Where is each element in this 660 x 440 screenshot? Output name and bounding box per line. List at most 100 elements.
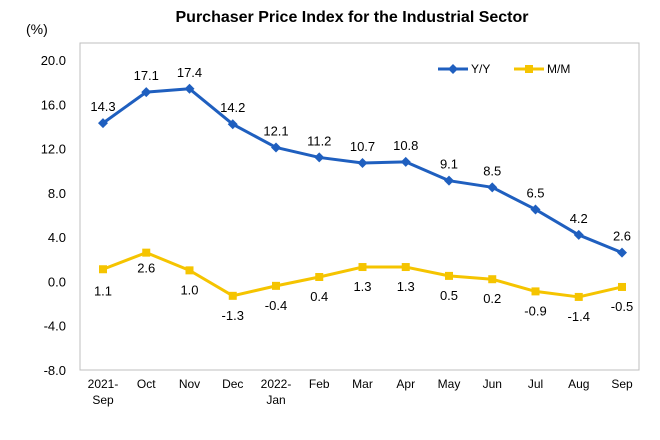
y-tick-label: 4.0 <box>48 230 66 245</box>
y-tick-label: 16.0 <box>41 97 66 112</box>
data-labels: 14.3 17.1 17.4 14.2 12.1 11.2 10.7 10.8 9.1 8.5 6.… <box>90 65 633 324</box>
data-point-marker <box>184 83 195 94</box>
x-tick-line: Jan <box>266 393 285 407</box>
data-point-marker <box>617 247 627 258</box>
y-tick-label: 8.0 <box>48 186 66 201</box>
data-label: 4.2 <box>570 211 588 226</box>
data-label: -0.9 <box>524 303 546 318</box>
y-tick-label: -8.0 <box>44 363 66 378</box>
data-point-marker <box>400 156 411 167</box>
data-label: -0.4 <box>265 298 287 313</box>
data-label: 9.1 <box>440 157 458 172</box>
data-label: 1.3 <box>353 279 371 294</box>
x-tick-label: Jun <box>483 377 502 391</box>
x-tick-label: 2022- Jan <box>261 377 292 407</box>
x-tick-label: Dec <box>222 377 243 391</box>
x-tick-line: 2022- <box>261 377 292 391</box>
data-point-marker <box>531 287 540 296</box>
x-tick-line: Feb <box>309 377 330 391</box>
chart-title: Purchaser Price Index for the Industrial… <box>176 9 529 26</box>
data-point-marker <box>618 282 626 291</box>
data-label: 14.2 <box>220 100 245 115</box>
x-tick-label: Apr <box>396 377 415 391</box>
data-point-marker <box>357 157 368 168</box>
data-label: 17.1 <box>134 68 159 83</box>
data-label: 11.2 <box>307 133 331 148</box>
data-point-marker <box>228 291 237 300</box>
data-point-marker <box>98 118 108 129</box>
data-point-marker <box>358 263 367 272</box>
x-tick-label: Oct <box>137 377 156 391</box>
x-tick-label: Feb <box>309 377 330 391</box>
y-tick-label: 12.0 <box>41 142 66 157</box>
y-axis: 20.0 16.0 12.0 8.0 4.0 0.0 -4.0 -8.0 <box>41 53 66 378</box>
data-point-marker <box>573 229 584 240</box>
data-point-marker <box>315 273 324 281</box>
x-tick-label: Jul <box>528 377 543 391</box>
x-tick-line: May <box>438 377 461 391</box>
data-point-marker <box>142 248 151 257</box>
series-layer <box>98 83 627 301</box>
data-label: 10.8 <box>393 138 418 153</box>
x-axis: 2021- Sep Oct Nov Dec 2022- Jan Feb Mar Apr May Jun… <box>88 377 633 407</box>
x-tick-label: Sep <box>611 377 633 391</box>
data-label: 1.0 <box>180 282 198 297</box>
data-label: -1.3 <box>222 308 244 323</box>
data-label: 0.2 <box>483 291 501 306</box>
x-tick-label: May <box>438 377 461 391</box>
x-tick-label: Aug <box>568 377 589 391</box>
x-tick-line: Jul <box>528 377 543 391</box>
data-label: 1.3 <box>397 279 415 294</box>
x-tick-line: Aug <box>568 377 589 391</box>
data-point-marker <box>530 204 541 215</box>
x-tick-line: Sep <box>611 377 633 391</box>
legend-marker <box>448 64 458 74</box>
x-tick-label: Nov <box>179 377 200 391</box>
legend-label: Y/Y <box>471 62 490 76</box>
data-label: 17.4 <box>177 65 202 80</box>
data-point-marker <box>401 263 410 272</box>
data-point-marker <box>141 87 152 98</box>
x-tick-label: Mar <box>352 377 373 391</box>
series-line-yy <box>102 87 623 255</box>
data-point-marker <box>185 266 194 275</box>
y-tick-label: -4.0 <box>44 319 66 334</box>
data-label: 12.1 <box>263 123 288 138</box>
data-label: 2.6 <box>613 229 631 244</box>
x-tick-label: 2021- Sep <box>88 377 119 407</box>
data-point-marker <box>272 281 280 290</box>
data-label: 0.5 <box>440 288 458 303</box>
data-point-marker <box>99 265 107 274</box>
x-tick-line: Sep <box>92 393 114 407</box>
x-tick-line: Jun <box>483 377 502 391</box>
data-label: 1.1 <box>94 283 112 298</box>
data-point-marker <box>271 142 281 153</box>
legend-marker <box>525 65 533 73</box>
x-tick-line: Nov <box>179 377 200 391</box>
data-label: -0.5 <box>611 299 633 314</box>
x-tick-line: Dec <box>222 377 243 391</box>
data-label: -1.4 <box>568 309 590 324</box>
x-tick-line: Mar <box>352 377 373 391</box>
data-point-marker <box>445 271 453 280</box>
data-label: 0.4 <box>310 289 328 304</box>
data-point-marker <box>227 119 238 130</box>
data-label: 2.6 <box>137 261 155 276</box>
data-label: 14.3 <box>90 99 115 114</box>
y-tick-label: 20.0 <box>41 53 66 68</box>
y-tick-label: 0.0 <box>48 274 66 289</box>
plot-area-frame <box>79 42 640 371</box>
data-point-marker <box>574 292 583 301</box>
data-label: 10.7 <box>350 139 375 154</box>
data-point-marker <box>314 152 325 163</box>
data-label: 8.5 <box>483 163 501 178</box>
data-label: 6.5 <box>526 185 544 200</box>
legend: Y/Y M/M <box>438 62 570 76</box>
x-tick-line: Apr <box>396 377 415 391</box>
y-axis-unit-label: (%) <box>26 21 48 37</box>
data-point-marker <box>488 275 497 284</box>
data-point-marker <box>444 175 454 186</box>
legend-label: M/M <box>547 62 570 76</box>
